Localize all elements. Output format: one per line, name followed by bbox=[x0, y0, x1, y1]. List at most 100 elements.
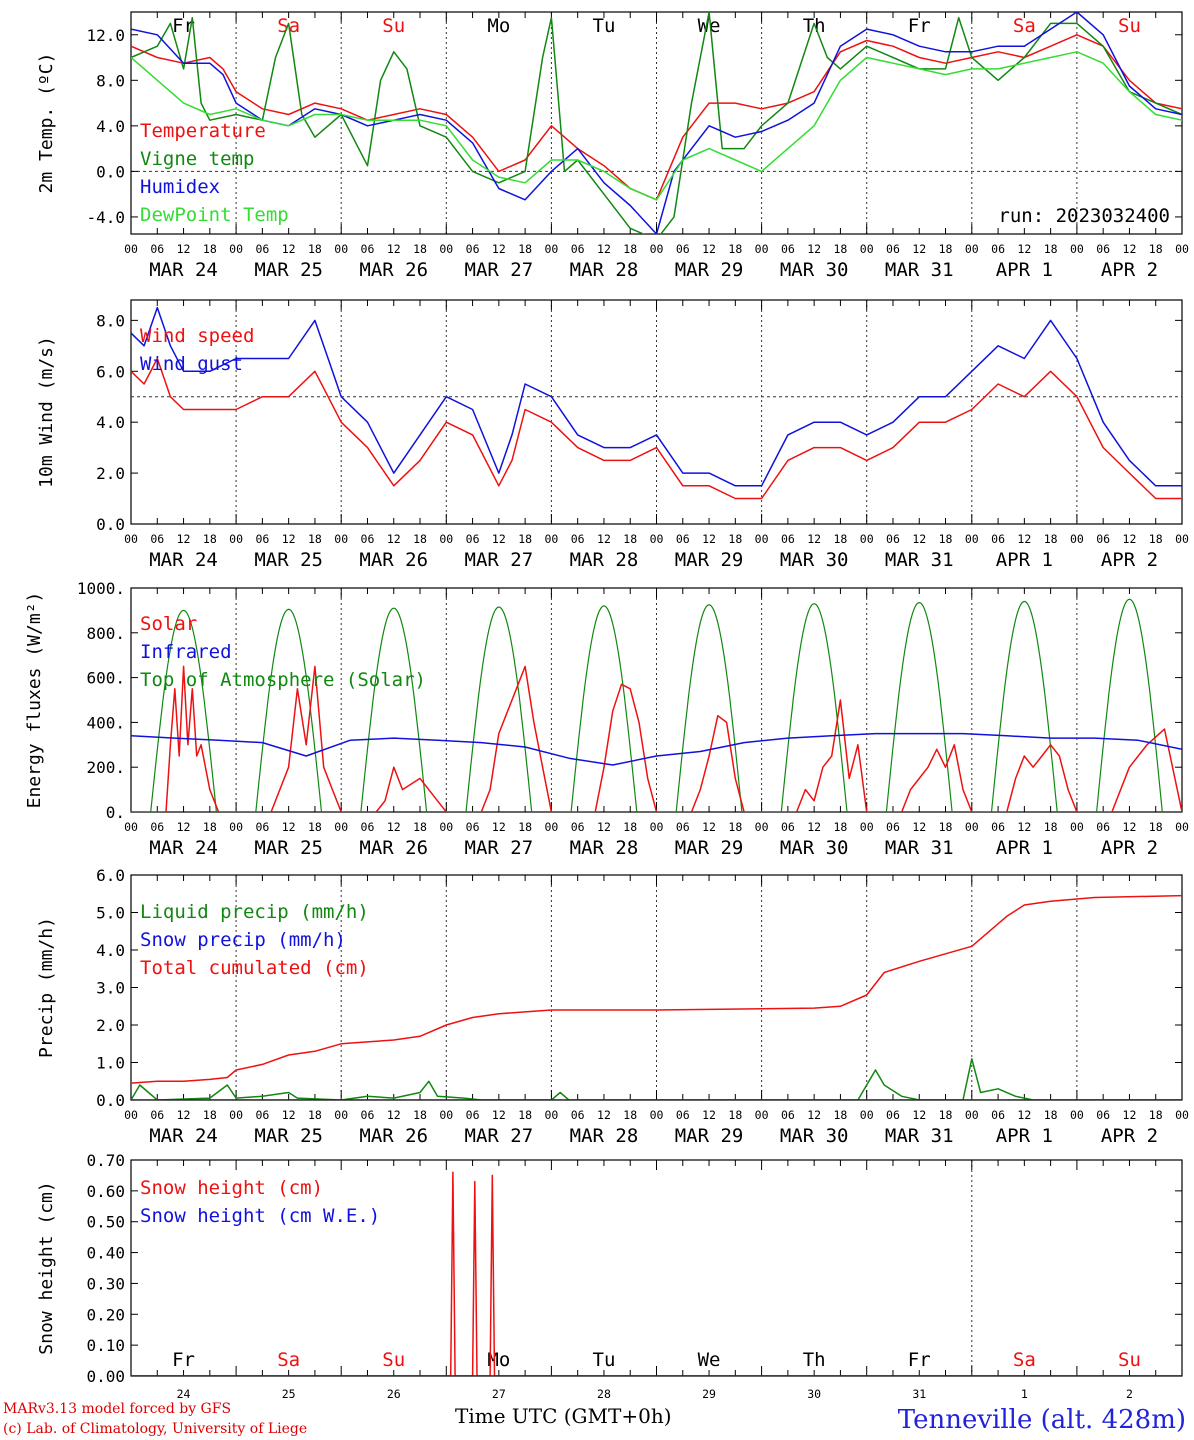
hour-tick-label: 06 bbox=[466, 532, 480, 546]
series-line-infrared bbox=[131, 732, 1182, 766]
y-tick-label: 8.0 bbox=[96, 71, 125, 90]
hour-tick-label: 06 bbox=[255, 242, 269, 256]
legend-entry: Wind gust bbox=[140, 353, 243, 375]
legend-entry: Infrared bbox=[140, 641, 232, 663]
date-label: MAR 27 bbox=[465, 259, 534, 281]
hour-tick-label: 06 bbox=[150, 242, 164, 256]
hour-tick-label: 06 bbox=[781, 1108, 795, 1122]
hour-tick-label: 00 bbox=[755, 820, 769, 834]
hour-tick-label: 00 bbox=[439, 532, 453, 546]
hour-tick-label: 00 bbox=[650, 1108, 664, 1122]
weekday-label: Mo bbox=[487, 1349, 510, 1371]
hour-tick-label: 18 bbox=[728, 532, 742, 546]
hour-tick-label: 00 bbox=[1070, 532, 1084, 546]
hour-tick-label: 00 bbox=[229, 242, 243, 256]
weekday-label: Su bbox=[382, 1349, 405, 1371]
hour-tick-label: 12 bbox=[1017, 1108, 1031, 1122]
toa-solar-curve bbox=[465, 606, 533, 812]
date-label: MAR 24 bbox=[149, 549, 218, 571]
hour-tick-label: 12 bbox=[597, 1108, 611, 1122]
toa-solar-curve bbox=[570, 605, 638, 812]
date-label: MAR 24 bbox=[149, 837, 218, 859]
y-axis-label: Snow height (cm) bbox=[36, 1181, 57, 1354]
hour-tick-label: 00 bbox=[439, 1108, 453, 1122]
hour-tick-label: 12 bbox=[177, 820, 191, 834]
y-tick-label: 4.0 bbox=[96, 117, 125, 136]
day-number-label: 30 bbox=[807, 1387, 821, 1401]
hour-tick-label: 12 bbox=[282, 242, 296, 256]
y-tick-label: 3.0 bbox=[96, 979, 125, 998]
series-line-solar bbox=[131, 665, 1182, 812]
hour-tick-label: 12 bbox=[597, 532, 611, 546]
y-tick-label: 1.0 bbox=[96, 1054, 125, 1073]
y-tick-label: 0.0 bbox=[96, 1091, 125, 1110]
hour-tick-label: 06 bbox=[676, 532, 690, 546]
hour-tick-label: 06 bbox=[361, 532, 375, 546]
weekday-label: Th bbox=[803, 1349, 826, 1371]
panel-3: 0. 200. 400. 600. 800. 1000. Energy fluxes (W/… bbox=[24, 579, 1189, 859]
hour-tick-label: 06 bbox=[676, 820, 690, 834]
toa-solar-curve bbox=[150, 609, 217, 812]
y-tick-label: 0.10 bbox=[86, 1336, 125, 1355]
hour-tick-label: 12 bbox=[387, 820, 401, 834]
hour-tick-label: 18 bbox=[308, 532, 322, 546]
hour-tick-label: 06 bbox=[361, 242, 375, 256]
legend-entry: Total cumulated (cm) bbox=[140, 957, 369, 979]
hour-tick-label: 18 bbox=[413, 242, 427, 256]
hour-tick-label: 18 bbox=[413, 532, 427, 546]
hour-tick-label: 18 bbox=[203, 820, 217, 834]
y-tick-label: 800. bbox=[86, 624, 125, 643]
toa-solar-curve bbox=[780, 603, 848, 812]
hour-tick-label: 12 bbox=[912, 532, 926, 546]
day-number-label: 25 bbox=[282, 1387, 296, 1401]
date-label: MAR 27 bbox=[465, 1125, 534, 1147]
legend-entry: Humidex bbox=[140, 176, 220, 198]
date-label: MAR 28 bbox=[570, 259, 639, 281]
series-line-wind-gust bbox=[131, 306, 1182, 487]
hour-tick-label: 06 bbox=[255, 532, 269, 546]
hour-tick-label: 12 bbox=[387, 532, 401, 546]
series-line-liquid-precip-mm-h- bbox=[131, 1058, 1182, 1100]
hour-tick-label: 00 bbox=[124, 820, 138, 834]
y-tick-label: 600. bbox=[86, 669, 125, 688]
hour-tick-label: 12 bbox=[492, 820, 506, 834]
station-title: Tenneville (alt. 428m) bbox=[898, 1405, 1186, 1435]
hour-tick-label: 12 bbox=[807, 820, 821, 834]
hour-tick-label: 12 bbox=[492, 242, 506, 256]
hour-tick-label: 18 bbox=[623, 532, 637, 546]
hour-tick-label: 18 bbox=[203, 242, 217, 256]
panel-1: -4.0 0.0 4.0 8.0 12.0 2m Temp. (ºC) 00 06 12 18 MA… bbox=[36, 11, 1189, 281]
day-number-label: 28 bbox=[597, 1387, 611, 1401]
hour-tick-label: 18 bbox=[939, 242, 953, 256]
hour-tick-label: 18 bbox=[1149, 820, 1163, 834]
hour-tick-label: 18 bbox=[728, 242, 742, 256]
y-tick-label: 0.70 bbox=[86, 1151, 125, 1170]
y-tick-label: 8.0 bbox=[96, 311, 125, 330]
y-tick-label: 200. bbox=[86, 758, 125, 777]
legend-entry: Snow height (cm W.E.) bbox=[140, 1205, 380, 1227]
hour-tick-label: 00 bbox=[334, 820, 348, 834]
date-label: MAR 30 bbox=[780, 1125, 849, 1147]
weekday-label: Su bbox=[382, 15, 405, 37]
date-label: MAR 30 bbox=[780, 837, 849, 859]
y-tick-label: 12.0 bbox=[86, 26, 125, 45]
date-label: MAR 27 bbox=[465, 549, 534, 571]
y-tick-label: 400. bbox=[86, 713, 125, 732]
hour-tick-label: 00 bbox=[755, 1108, 769, 1122]
date-label: MAR 25 bbox=[254, 549, 323, 571]
hour-tick-label: 06 bbox=[781, 820, 795, 834]
legend-entry: Top of Atmosphere (Solar) bbox=[140, 669, 426, 691]
date-label: MAR 28 bbox=[570, 549, 639, 571]
hour-tick-label: 12 bbox=[387, 242, 401, 256]
hour-tick-label: 00 bbox=[1175, 820, 1189, 834]
date-label: MAR 29 bbox=[675, 837, 744, 859]
hour-tick-label: 00 bbox=[1175, 532, 1189, 546]
series-line-dewpoint-temp bbox=[131, 51, 1182, 201]
y-tick-label: 6.0 bbox=[96, 866, 125, 885]
hour-tick-label: 00 bbox=[860, 1108, 874, 1122]
date-label: APR 1 bbox=[996, 837, 1053, 859]
hour-tick-label: 18 bbox=[1149, 242, 1163, 256]
hour-tick-label: 06 bbox=[466, 820, 480, 834]
hour-tick-label: 00 bbox=[965, 1108, 979, 1122]
